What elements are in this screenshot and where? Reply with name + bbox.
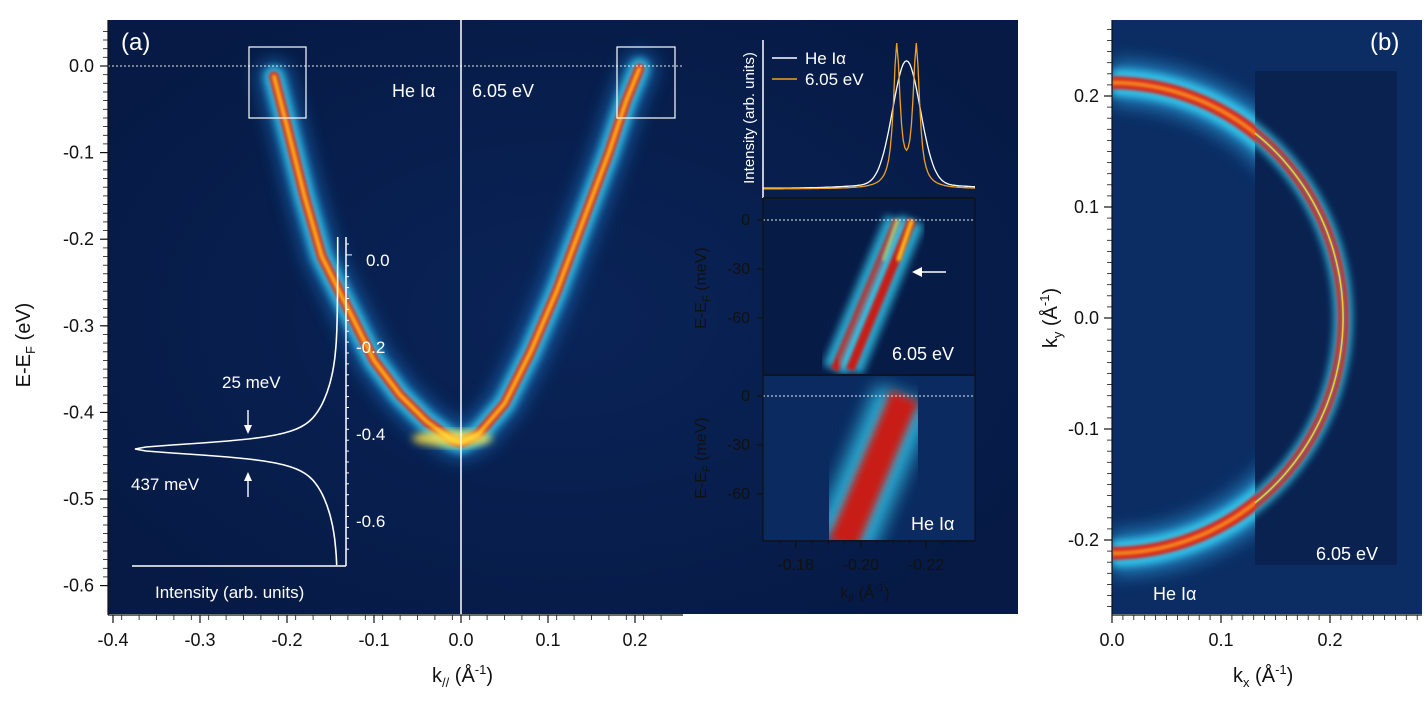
left-source-label: He Iα — [392, 81, 435, 101]
inset-605: 6.05 eV — [763, 200, 975, 374]
inset-xtick-label: -0.20 — [843, 557, 880, 574]
inset-axes: 0 -30 -60 0 -30 -60 -0.18 -0.20 -0.22 — [727, 197, 976, 574]
inset-HeIa-ylabel: E-EF (meV) — [693, 417, 713, 498]
kf-box-right — [616, 46, 676, 119]
b-y-tick-label: 0.0 — [1074, 308, 1099, 328]
edc-inset: 0.0 -0.2 -0.4 -0.6 25 meV 437 meV Intens… — [131, 237, 390, 602]
inset-HeIa-bands — [763, 376, 975, 540]
panel-a-ylabel: E-EF (eV) — [13, 303, 38, 388]
inset-HeIa: He Iα — [763, 376, 975, 540]
fs-inset-core — [1255, 132, 1344, 504]
mdc-ylabel: Intensity (arb. units) — [741, 52, 758, 184]
panel-b: (b) 6.05 eV He Iα 0.20.10.0-0.1-0.20.0 0.… — [1037, 20, 1422, 690]
inset-HeIa-band — [828, 390, 919, 540]
b-x-tick-label: 0.2 — [1317, 630, 1342, 650]
mdc-curve-HeIa — [763, 60, 975, 189]
left-arrow-icon — [912, 267, 946, 277]
right-source-label: 6.05 eV — [472, 81, 534, 101]
up-arrow-icon — [244, 472, 252, 497]
edc-axis-ticks — [346, 243, 352, 550]
kf-box-left — [248, 46, 307, 119]
b-y-tick-label: 0.1 — [1074, 197, 1099, 217]
y-tick-label: -0.5 — [63, 489, 94, 509]
x-tick-label: -0.1 — [358, 630, 389, 650]
x-tick-label: 0.1 — [535, 630, 560, 650]
inset-605-bands — [763, 200, 975, 374]
inset-xtick-label: -0.22 — [908, 557, 945, 574]
panel-b-axes: 0.2 0.1 0.0 -0.1 -0.2 0.0 0.1 0.2 — [1068, 20, 1422, 650]
edc-tick-label: -0.4 — [356, 425, 385, 444]
width-label-top: 25 meV — [222, 373, 281, 392]
y-tick-label: -0.4 — [63, 402, 94, 422]
panel-a-axes: 0.0 -0.1 -0.2 -0.3 -0.4 -0.5 -0.6 -0.4 -0.3 -0.2 -… — [63, 20, 683, 650]
inset-605-label: 6.05 eV — [892, 344, 954, 364]
b-x-tick-label: 0.1 — [1208, 630, 1233, 650]
x-tick-label: 0.2 — [622, 630, 647, 650]
width-label-bottom: 437 meV — [131, 475, 200, 494]
band-bottom-hotspot — [412, 430, 493, 447]
panel-b-inset-fermi-surface — [1255, 121, 1353, 515]
down-arrow-icon — [244, 410, 252, 434]
panel-a-label: (a) — [121, 29, 150, 56]
panel-b-inset-label: 6.05 eV — [1316, 544, 1378, 564]
inset-605-ytick-label: -30 — [727, 261, 750, 278]
y-tick-label: -0.3 — [63, 316, 94, 336]
inset-605-ylabel: E-EF (meV) — [693, 247, 713, 328]
inset-605-ytick-label: -60 — [727, 310, 750, 327]
inset-605-ytick-label: 0 — [741, 212, 750, 229]
legend-605: 6.05 eV — [805, 70, 864, 89]
inset-xtick-label: -0.18 — [777, 557, 814, 574]
fs-inset-band-inner — [1255, 134, 1342, 502]
panel-b-ylabel: ky (Å-1) — [1037, 288, 1065, 348]
panel-b-label: (b) — [1370, 29, 1399, 56]
fs-inset-band-outer — [1255, 126, 1349, 510]
b-y-tick-label: -0.2 — [1068, 530, 1099, 550]
mdc-legend: He Iα 6.05 eV — [772, 49, 864, 89]
panel-b-xlabel: kx (Å-1) — [1233, 662, 1293, 690]
b-y-tick-label: -0.1 — [1068, 419, 1099, 439]
x-tick-label: -0.3 — [184, 630, 215, 650]
inset-HeIa-label: He Iα — [911, 514, 954, 534]
x-tick-label: -0.4 — [97, 630, 128, 650]
inset-HeIa-ytick-label: 0 — [741, 388, 750, 405]
edc-curve — [134, 237, 339, 566]
inset-HeIa-ytick-label: -60 — [727, 486, 750, 503]
x-tick-label: 0.0 — [448, 630, 473, 650]
edc-tick-label: -0.2 — [356, 338, 385, 357]
edc-tick-label: -0.6 — [356, 512, 385, 531]
panel-b-outer-label: He Iα — [1153, 584, 1196, 604]
inset-mdc: He Iα 6.05 eV Intensity (arb. units) — [741, 40, 975, 198]
x-tick-label: -0.2 — [271, 630, 302, 650]
legend-HeIa: He Iα — [805, 49, 846, 68]
edc-tick-label: 0.0 — [366, 251, 390, 270]
inset-HeIa-ytick-label: -30 — [727, 437, 750, 454]
edc-xlabel: Intensity (arb. units) — [155, 583, 304, 602]
y-tick-label: 0.0 — [69, 56, 94, 76]
y-tick-label: -0.2 — [63, 229, 94, 249]
mdc-curve-605 — [763, 42, 975, 190]
b-x-tick-label: 0.0 — [1099, 630, 1124, 650]
y-tick-label: -0.1 — [63, 143, 94, 163]
b-y-tick-label: 0.2 — [1074, 86, 1099, 106]
panel-a-xlabel: k// (Å-1) — [432, 662, 493, 690]
inset-605-band-core — [896, 219, 914, 262]
panel-a-bands — [257, 51, 657, 460]
y-tick-label: -0.6 — [63, 576, 94, 596]
